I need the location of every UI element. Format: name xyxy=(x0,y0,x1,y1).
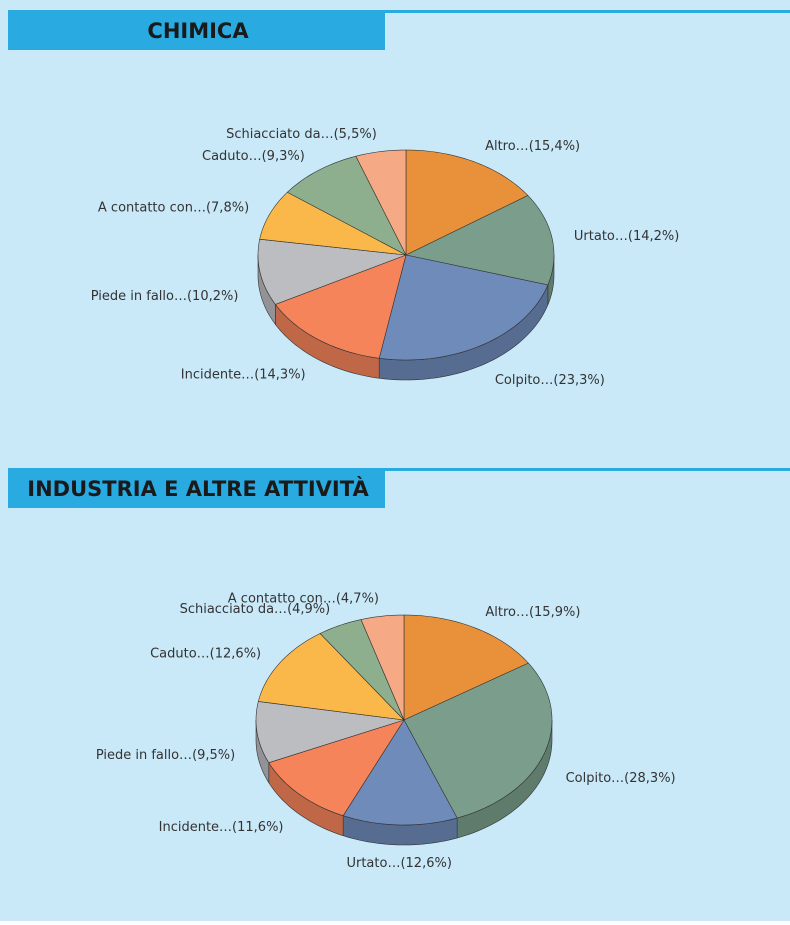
slice-label: Colpito…(28,3%) xyxy=(566,771,676,786)
slice-label: Incidente…(14,3%) xyxy=(181,367,306,382)
pie-slice xyxy=(259,191,407,256)
slice-label: Piede in fallo…(10,2%) xyxy=(91,288,239,303)
slice-category: Caduto… xyxy=(150,646,210,661)
slice-value-label: (7,8%) xyxy=(206,200,249,215)
slice-value-label: (12,6%) xyxy=(210,646,261,661)
slice-category: Incidente… xyxy=(181,367,254,382)
slice-label: Caduto…(9,3%) xyxy=(202,149,305,164)
slice-category: Urtato… xyxy=(346,855,400,870)
slice-category: Incidente… xyxy=(159,819,232,834)
slice-category: Schiacciato da… xyxy=(180,602,288,617)
header-box xyxy=(8,470,385,508)
pie-slice xyxy=(355,149,407,256)
slice-category: Urtato… xyxy=(574,228,628,243)
slice-label: Caduto…(12,6%) xyxy=(150,646,261,661)
pie-slice xyxy=(274,254,407,359)
pie-slice xyxy=(360,614,405,721)
slice-value-label: (10,2%) xyxy=(187,288,238,303)
slice-category: Piede in fallo… xyxy=(96,747,192,762)
slice-label: Schiacciato da…(5,5%) xyxy=(226,126,377,141)
slice-value-label: (14,3%) xyxy=(254,367,305,382)
slice-label: Piede in fallo…(9,5%) xyxy=(96,747,235,762)
slice-value-label: (4,9%) xyxy=(287,602,330,617)
slice-category: Colpito… xyxy=(495,372,554,387)
slice-label: Urtato…(12,6%) xyxy=(346,855,451,870)
pie-slice xyxy=(268,719,405,817)
pie-slice xyxy=(257,633,405,721)
header-rule xyxy=(8,468,790,471)
slice-value-label: (15,4%) xyxy=(529,139,580,154)
slice-value-label: (15,9%) xyxy=(529,604,580,619)
header-rule xyxy=(8,10,790,13)
slice-label: A contatto con…(4,7%) xyxy=(228,591,379,606)
slice-category: Schiacciato da… xyxy=(226,126,334,141)
slice-label: Colpito…(23,3%) xyxy=(495,372,605,387)
slice-label: Altro…(15,9%) xyxy=(485,604,580,619)
pie-slice xyxy=(405,149,529,256)
header-box xyxy=(8,12,385,50)
slice-value-label: (12,6%) xyxy=(400,855,451,870)
slice-label: Urtato…(14,2%) xyxy=(574,228,679,243)
slice-value-label: (11,6%) xyxy=(232,819,283,834)
pie-slice xyxy=(403,614,529,721)
pie-slice xyxy=(257,238,407,305)
slice-label: Schiacciato da…(4,9%) xyxy=(180,602,331,617)
chart-title: INDUSTRIA E ALTRE ATTIVITÀ xyxy=(27,476,369,501)
slice-value-label: (4,7%) xyxy=(336,591,379,606)
pie-slice xyxy=(286,155,407,256)
pie-slice xyxy=(403,662,553,819)
slice-value-label: (28,3%) xyxy=(624,771,675,786)
slice-category: Piede in fallo… xyxy=(91,288,187,303)
slice-label: Altro…(15,4%) xyxy=(485,139,580,154)
slice-category: Altro… xyxy=(485,604,529,619)
slice-category: A contatto con… xyxy=(228,591,336,606)
slice-value-label: (23,3%) xyxy=(553,372,604,387)
pie-slice xyxy=(342,719,458,826)
slice-category: Altro… xyxy=(485,139,529,154)
slice-value-label: (14,2%) xyxy=(628,228,679,243)
slice-value-label: (9,5%) xyxy=(192,747,235,762)
slice-category: A contatto con… xyxy=(98,200,206,215)
slice-value-label: (5,5%) xyxy=(334,126,377,141)
slice-label: A contatto con…(7,8%) xyxy=(98,200,249,215)
pie-slice xyxy=(255,701,405,764)
slice-label: Incidente…(11,6%) xyxy=(159,819,284,834)
pie-slice xyxy=(378,254,549,361)
chart-title: CHIMICA xyxy=(147,19,249,43)
slice-value-label: (9,3%) xyxy=(262,149,305,164)
pie-slice xyxy=(319,619,405,721)
slice-category: Caduto… xyxy=(202,149,262,164)
slice-category: Colpito… xyxy=(566,771,625,786)
